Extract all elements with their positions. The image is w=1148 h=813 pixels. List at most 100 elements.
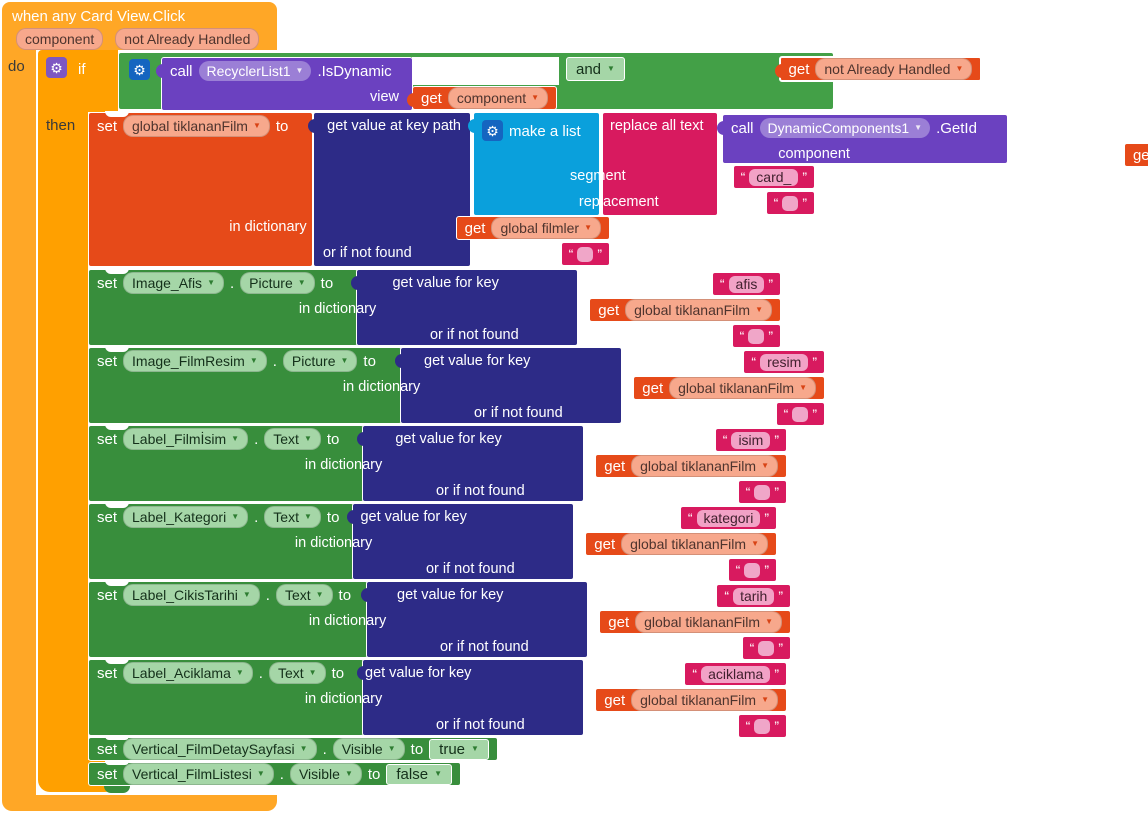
set-property-block[interactable]: set Label_Aciklama ▼ . Text ▼ to: [88, 658, 364, 736]
get-value-for-key-block[interactable]: get value for key kategori in dictionary…: [295, 503, 777, 582]
get-value-for-key-block[interactable]: get value for key tarih in dictionary ge…: [309, 581, 791, 660]
true-dropdown[interactable]: true ▼: [429, 738, 489, 760]
get-value-for-key-block[interactable]: get value for key resim in dictionary ge…: [343, 347, 825, 426]
set-visible-true-block[interactable]: set Vertical_FilmDetaySayfasi ▼ . Visible…: [88, 736, 498, 761]
property-dropdown[interactable]: Text ▼: [275, 584, 333, 606]
component-dropdown[interactable]: Vertical_FilmDetaySayfasi ▼: [123, 738, 317, 760]
property-dropdown[interactable]: Picture ▼: [240, 272, 315, 294]
call-isdynamic-block[interactable]: call RecyclerList1 ▼ .IsDynamic view: [156, 57, 413, 111]
set-property-block[interactable]: set Label_Filmİsim ▼ . Text ▼ to: [88, 424, 364, 502]
get-value-for-key-block[interactable]: get value for key aciklama in dictionary…: [305, 659, 787, 738]
get-not-already-handled-block[interactable]: get not Already Handled ▼: [774, 56, 983, 82]
empty-string-field[interactable]: [754, 718, 771, 734]
empty-text-block[interactable]: [731, 324, 781, 348]
get-global-tiklananfilm-block[interactable]: get global tiklananFilm ▼: [633, 376, 825, 400]
segment-text-block[interactable]: card_: [732, 165, 815, 189]
global-filmler-dropdown[interactable]: global filmler ▼: [491, 217, 601, 239]
global-tiklananfilm-dropdown[interactable]: global tiklananFilm ▼: [631, 689, 778, 711]
segment-label: segment: [570, 168, 626, 184]
component-dropdown[interactable]: Label_Filmİsim ▼: [123, 428, 249, 450]
empty-string-field[interactable]: [577, 246, 594, 262]
component-dropdown[interactable]: Label_Kategori ▼: [123, 506, 249, 528]
property-dropdown[interactable]: Text ▼: [264, 506, 321, 528]
key-text-block[interactable]: tarih: [716, 584, 791, 608]
global-tiklananfilm-dropdown[interactable]: global tiklananFilm ▼: [669, 377, 816, 399]
set-property-block[interactable]: set Label_Kategori ▼ . Text ▼ to: [88, 502, 354, 580]
empty-text-block[interactable]: [737, 480, 787, 504]
global-tiklananfilm-dropdown[interactable]: global tiklananFilm ▼: [621, 533, 768, 555]
set-visible-false-block[interactable]: set Vertical_FilmListesi ▼ . Visible ▼ to …: [88, 761, 461, 786]
empty-string-field[interactable]: [782, 195, 799, 211]
list-mutator-gear-icon[interactable]: ⚙: [482, 120, 503, 141]
component-dropdown[interactable]: Label_Aciklama ▼: [123, 662, 253, 684]
property-dropdown[interactable]: Visible ▼: [332, 738, 405, 760]
get-global-tiklananfilm-block[interactable]: get global tiklananFilm ▼: [595, 688, 787, 712]
key-text-block[interactable]: aciklama: [684, 662, 787, 686]
property-dropdown[interactable]: Picture ▼: [282, 350, 358, 372]
get-value-for-key-block[interactable]: get value for key afis in dictionary get…: [299, 269, 781, 348]
empty-string-field[interactable]: [748, 328, 765, 344]
key-text-field[interactable]: aciklama: [701, 665, 771, 683]
empty-string-field[interactable]: [758, 640, 775, 656]
set-property-block[interactable]: set Label_CikisTarihi ▼ . Text ▼ to: [88, 580, 368, 658]
property-dropdown[interactable]: Text ▼: [264, 428, 321, 450]
segment-text-field[interactable]: card_: [749, 168, 799, 186]
dynamiccomponents-dropdown[interactable]: DynamicComponents1 ▼: [759, 118, 931, 138]
empty-string-field[interactable]: [792, 406, 809, 422]
get-component-block[interactable]: get component▼: [1123, 143, 1148, 167]
empty-text-block[interactable]: [737, 714, 787, 738]
event-param-component[interactable]: component: [16, 28, 104, 50]
empty-string-field[interactable]: [754, 484, 771, 500]
make-a-list-block[interactable]: ⚙ make a list: [468, 112, 600, 216]
key-text-field[interactable]: tarih: [733, 587, 775, 605]
component-var-dropdown[interactable]: component ▼: [447, 87, 549, 109]
global-tiklananfilm-dropdown[interactable]: global tiklananFilm ▼: [635, 611, 782, 633]
when-event-block[interactable]: when any Card View.Click component not A…: [2, 2, 277, 50]
not-already-handled-dropdown[interactable]: not Already Handled ▼: [815, 58, 973, 80]
set-variable-block[interactable]: set global tiklananFilm ▼ to: [88, 111, 313, 267]
if-mutator-gear-icon[interactable]: ⚙: [46, 57, 67, 78]
set-property-block[interactable]: set Image_Afis ▼ . Picture ▼ to: [88, 268, 358, 346]
key-text-field[interactable]: afis: [728, 275, 765, 293]
call-getid-block[interactable]: call DynamicComponents1 ▼ .GetId componen…: [717, 114, 1148, 167]
key-text-block[interactable]: kategori: [679, 506, 777, 530]
and-operator-dropdown[interactable]: and ▼: [566, 57, 625, 81]
global-tiklananfilm-dropdown[interactable]: global tiklananFilm ▼: [123, 115, 270, 137]
key-text-block[interactable]: resim: [743, 350, 825, 374]
replace-all-text-block[interactable]: replace all text segment card_ replaceme…: [570, 112, 815, 216]
and-logic-block[interactable]: ⚙ call RecyclerList1 ▼ .IsDynamic view ge…: [118, 52, 983, 111]
empty-text-block[interactable]: [727, 558, 777, 582]
key-text-block[interactable]: afis: [711, 272, 781, 296]
empty-text-block[interactable]: [560, 242, 610, 266]
global-tiklananfilm-dropdown[interactable]: global tiklananFilm ▼: [631, 455, 778, 477]
component-dropdown[interactable]: Label_CikisTarihi ▼: [123, 584, 260, 606]
key-text-field[interactable]: resim: [760, 353, 809, 371]
get-keyword: get: [608, 613, 630, 631]
get-global-tiklananfilm-block[interactable]: get global tiklananFilm ▼: [595, 454, 787, 478]
key-text-block[interactable]: isim: [714, 428, 787, 452]
event-param-not-already-handled[interactable]: not Already Handled: [115, 28, 260, 50]
set-property-block[interactable]: set Image_FilmResim ▼ . Picture ▼ to: [88, 346, 402, 424]
component-dropdown[interactable]: Vertical_FilmListesi ▼: [123, 763, 274, 785]
component-dropdown[interactable]: Image_FilmResim ▼: [123, 350, 267, 372]
false-dropdown[interactable]: false ▼: [386, 763, 452, 785]
component-dropdown[interactable]: Image_Afis ▼: [123, 272, 224, 294]
get-global-tiklananfilm-block[interactable]: get global tiklananFilm ▼: [599, 610, 791, 634]
replacement-text-block[interactable]: [765, 191, 815, 215]
get-global-filmler-block[interactable]: get global filmler ▼: [455, 216, 610, 240]
get-value-for-key-block[interactable]: get value for key isim in dictionary get…: [305, 425, 787, 504]
recyclerlist-dropdown[interactable]: RecyclerList1 ▼: [198, 61, 312, 81]
empty-text-block[interactable]: [741, 636, 791, 660]
get-global-tiklananfilm-block[interactable]: get global tiklananFilm ▼: [585, 532, 777, 556]
key-text-field[interactable]: kategori: [696, 509, 761, 527]
empty-string-field[interactable]: [744, 562, 761, 578]
empty-text-block[interactable]: [775, 402, 825, 426]
get-global-tiklananfilm-block[interactable]: get global tiklananFilm ▼: [589, 298, 781, 322]
property-dropdown[interactable]: Text ▼: [268, 662, 326, 684]
key-text-field[interactable]: isim: [731, 431, 771, 449]
property-dropdown[interactable]: Visible ▼: [289, 763, 362, 785]
get-component-block[interactable]: get component▼: [406, 86, 558, 110]
global-tiklananfilm-dropdown[interactable]: global tiklananFilm ▼: [625, 299, 772, 321]
get-value-at-key-path-block[interactable]: get value at key path in dictionary get …: [229, 112, 610, 267]
and-mutator-gear-icon[interactable]: ⚙: [129, 59, 150, 80]
